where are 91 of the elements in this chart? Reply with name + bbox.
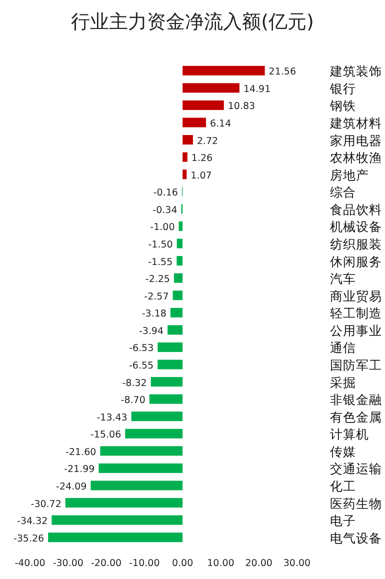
data-label: 14.91 [243, 84, 271, 95]
y-tick-label: 有色金属 [330, 409, 382, 424]
data-label: -2.57 [144, 291, 169, 302]
bar [182, 66, 265, 76]
data-label: 2.72 [196, 136, 218, 147]
y-tick-label: 轻工制造 [330, 306, 382, 321]
data-label: -3.94 [138, 326, 164, 337]
bar [178, 221, 183, 231]
bar [176, 256, 183, 266]
bar [172, 290, 183, 300]
bar [48, 532, 183, 542]
y-tick-label: 家用电器 [330, 132, 382, 148]
x-tick-label: 30.00 [283, 558, 311, 569]
data-label: -0.34 [152, 204, 178, 216]
x-tick-label: -40.00 [14, 558, 46, 569]
bar [131, 412, 183, 422]
x-tick-label: 20.00 [245, 558, 272, 569]
y-tick-label: 机械设备 [330, 219, 382, 234]
data-label: -13.43 [96, 412, 128, 424]
data-label: 6.14 [210, 118, 232, 130]
bar [168, 325, 183, 335]
bar [150, 377, 183, 387]
y-tick-label: 建筑材料 [329, 116, 382, 130]
y-tick-label: 医药生物 [330, 496, 382, 511]
x-tick-label: 10.00 [207, 558, 234, 569]
bar [182, 135, 193, 145]
data-label: -30.72 [30, 498, 62, 510]
bar [149, 394, 183, 404]
bar [65, 498, 183, 508]
bar [90, 480, 183, 490]
data-label: -1.50 [148, 240, 173, 250]
data-label: -1.55 [148, 256, 173, 268]
y-tick-label: 休闲服务 [330, 254, 382, 269]
data-label: -6.53 [129, 343, 154, 354]
y-tick-label: 国防军工 [330, 358, 382, 372]
data-label: 1.07 [190, 170, 212, 182]
y-tick-label: 食品饮料 [330, 202, 382, 217]
data-label: -6.55 [128, 360, 154, 372]
x-tick-label: -10.00 [129, 558, 160, 569]
y-tick-label: 采掘 [330, 374, 356, 390]
bar [125, 428, 183, 438]
x-tick-label: -30.00 [52, 558, 84, 569]
x-tick-label: 0.00 [172, 558, 194, 569]
y-tick-label: 非银金融 [330, 392, 382, 408]
y-tick-label: 建筑装饰 [329, 64, 382, 79]
data-label: -3.18 [142, 308, 166, 320]
data-label: 21.56 [268, 66, 296, 78]
bar [176, 238, 183, 248]
y-tick-label: 电子 [330, 513, 356, 528]
data-label: -2.25 [145, 274, 170, 286]
data-label: -0.16 [153, 188, 178, 199]
data-label: 10.83 [228, 101, 256, 112]
data-label: -8.32 [122, 378, 147, 389]
data-label: 1.26 [191, 153, 213, 164]
y-tick-label: 银行 [329, 80, 356, 96]
data-label: -21.60 [66, 446, 96, 458]
bar [52, 515, 183, 525]
bar [182, 170, 187, 180]
y-tick-label: 通信 [330, 340, 356, 356]
y-tick-label: 汽车 [330, 271, 356, 286]
data-label: -15.06 [90, 430, 122, 441]
bar [182, 100, 224, 110]
y-tick-label: 传媒 [330, 444, 356, 459]
bar [182, 83, 240, 93]
y-tick-label: 商业贸易 [330, 288, 382, 304]
data-label: -34.32 [17, 516, 48, 528]
bar [182, 118, 206, 128]
x-tick-label: -20.00 [90, 558, 122, 569]
y-tick-label: 化工 [330, 478, 356, 494]
y-tick-label: 公用事业 [330, 322, 382, 338]
bar [174, 273, 183, 283]
bar [182, 152, 188, 162]
y-tick-label: 钢铁 [329, 98, 356, 114]
bar [158, 342, 183, 352]
data-label: -21.99 [64, 464, 95, 476]
chart-title: 行业主力资金净流入额(亿元) [71, 11, 314, 33]
y-tick-label: 综合 [330, 184, 356, 200]
y-tick-label: 交通运输 [330, 461, 382, 476]
bar [170, 308, 183, 318]
data-label: -24.09 [56, 482, 87, 492]
data-label: -8.70 [120, 395, 146, 406]
bar [158, 360, 183, 370]
bar [98, 463, 183, 473]
y-tick-label: 电气设备 [330, 530, 382, 546]
bar [100, 446, 183, 456]
y-tick-label: 纺织服装 [330, 236, 382, 252]
data-label: -1.00 [150, 222, 175, 234]
y-tick-label: 农林牧渔 [330, 150, 382, 166]
y-tick-label: 房地产 [330, 167, 369, 182]
y-tick-label: 计算机 [330, 426, 369, 442]
data-label: -35.26 [13, 533, 44, 544]
